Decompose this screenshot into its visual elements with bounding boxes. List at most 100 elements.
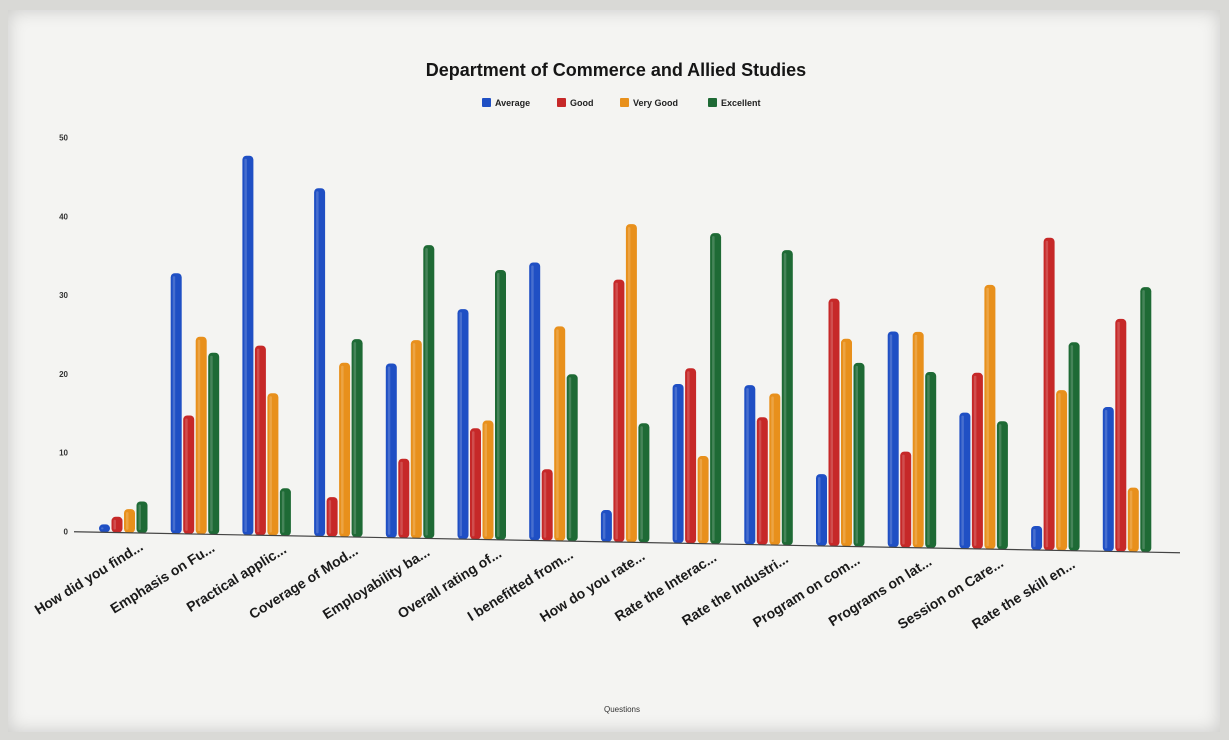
bar-highlight-0-2 (244, 158, 247, 533)
bar-good-11 (900, 451, 912, 548)
bar-highlight-0-13 (1033, 528, 1036, 548)
bar-good-9 (756, 417, 768, 545)
bar-good-14 (1115, 318, 1127, 552)
bar-highlight-0-5 (459, 312, 462, 537)
bar-highlight-3-3 (353, 342, 357, 535)
bar-very-good-3 (339, 362, 351, 537)
bar-average-0 (99, 524, 110, 533)
bar-highlight-0-3 (316, 191, 319, 534)
bar-very-good-9 (769, 393, 781, 546)
bar-excellent-6 (566, 374, 578, 542)
bar-highlight-2-10 (843, 341, 846, 544)
bar-average-1 (170, 273, 182, 534)
y-axis: 0 10 20 30 40 50 (59, 134, 68, 537)
bar-highlight-0-12 (961, 415, 964, 546)
bar-highlight-0-8 (674, 386, 678, 541)
bar-highlight-1-4 (400, 461, 403, 536)
bar-very-good-0 (124, 509, 135, 533)
bar-highlight-1-2 (256, 348, 260, 533)
bar-highlight-0-10 (818, 477, 821, 543)
bar-average-2 (242, 155, 254, 536)
bar-excellent-11 (925, 372, 937, 549)
bar-excellent-9 (781, 250, 793, 546)
bar-good-4 (398, 458, 410, 539)
bar-highlight-1-1 (185, 418, 188, 531)
x-axis-line (73, 531, 1181, 554)
bar-highlight-3-11 (927, 375, 930, 546)
bar-highlight-1-12 (973, 375, 977, 546)
bar-very-good-8 (697, 456, 709, 544)
bar-good-3 (326, 497, 338, 537)
bar-highlight-0-9 (746, 388, 749, 542)
bar-good-6 (541, 469, 553, 541)
bar-average-9 (744, 385, 756, 545)
bar-highlight-0-6 (531, 265, 534, 538)
bar-excellent-14 (1140, 287, 1152, 553)
y-tick-label-4: 40 (59, 212, 68, 221)
bar-very-good-11 (912, 331, 924, 548)
bar-excellent-12 (996, 421, 1008, 550)
legend-label-1: Good (570, 98, 594, 108)
bar-highlight-1-8 (687, 371, 690, 541)
bar-highlight-3-6 (568, 377, 572, 539)
y-tick-label-1: 10 (59, 449, 68, 458)
legend: Average Good Very Good Excellent (482, 98, 761, 108)
bar-highlight-0-4 (387, 366, 391, 535)
legend-swatch-0 (482, 98, 491, 107)
bar-highlight-2-6 (556, 329, 559, 538)
y-tick-label-5: 50 (59, 134, 68, 143)
bar-excellent-3 (351, 339, 363, 538)
bar-highlight-3-8 (712, 236, 715, 541)
bar-excellent-2 (279, 488, 291, 536)
bar-highlight-0-0 (101, 527, 104, 530)
bar-highlight-2-8 (699, 459, 703, 541)
bar-excellent-7 (638, 423, 650, 543)
bar-highlight-3-5 (497, 272, 500, 537)
bar-very-good-12 (984, 284, 996, 550)
y-tick-label-3: 30 (59, 291, 68, 300)
bar-very-good-13 (1056, 390, 1068, 551)
bar-good-5 (470, 428, 481, 540)
bar-highlight-2-11 (914, 334, 918, 545)
bar-highlight-3-9 (783, 253, 787, 543)
chart-title: Department of Commerce and Allied Studie… (426, 60, 806, 80)
bar-highlight-1-10 (830, 301, 833, 544)
bar-good-7 (613, 279, 625, 543)
bar-good-1 (183, 415, 195, 534)
bar-average-11 (887, 331, 899, 548)
legend-swatch-3 (708, 98, 717, 107)
bar-highlight-1-7 (615, 282, 618, 540)
legend-swatch-2 (620, 98, 629, 107)
bar-average-14 (1102, 406, 1114, 552)
bar-highlight-2-7 (627, 227, 631, 540)
bar-very-good-5 (482, 420, 494, 540)
x-axis-title: Questions (604, 705, 640, 714)
bar-good-10 (828, 298, 840, 547)
bar-good-8 (685, 368, 697, 544)
bar-excellent-1 (208, 352, 220, 535)
bar-highlight-3-7 (640, 426, 643, 540)
bar-highlight-2-4 (412, 343, 416, 536)
legend-swatch-1 (557, 98, 566, 107)
bar-very-good-6 (554, 326, 566, 541)
bar-very-good-1 (195, 336, 207, 535)
bar-highlight-1-5 (472, 431, 475, 537)
bar-average-12 (959, 412, 971, 549)
bar-highlight-1-6 (543, 472, 547, 538)
bar-very-good-7 (625, 224, 637, 543)
bar-highlight-0-14 (1104, 409, 1108, 549)
bar-highlight-2-0 (126, 512, 129, 530)
bar-good-13 (1043, 237, 1055, 551)
chart-sheet: Department of Commerce and Allied Studie… (8, 10, 1220, 732)
bar-highlight-3-13 (1070, 345, 1074, 548)
y-tick-label-0: 0 (64, 527, 69, 536)
bars (99, 155, 1152, 553)
bar-highlight-2-5 (484, 423, 487, 537)
bar-highlight-3-1 (210, 355, 213, 532)
bar-highlight-3-0 (138, 504, 141, 531)
bar-excellent-0 (136, 501, 148, 534)
bar-highlight-2-1 (197, 339, 201, 532)
bar-very-good-4 (410, 340, 422, 539)
bar-chart: Department of Commerce and Allied Studie… (32, 60, 1181, 714)
bar-average-4 (385, 363, 397, 538)
